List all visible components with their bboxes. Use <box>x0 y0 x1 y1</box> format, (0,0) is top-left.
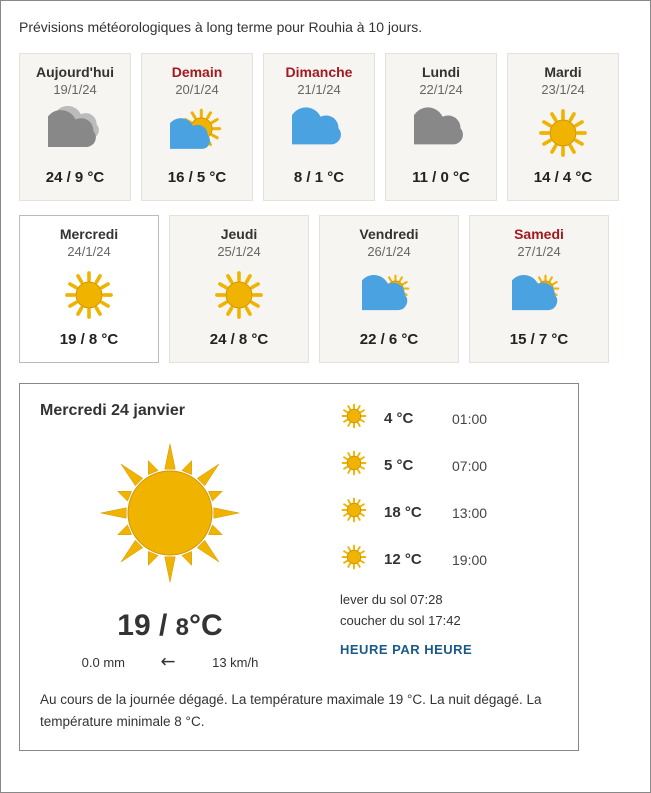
day-date: 26/1/24 <box>324 244 454 259</box>
hour-row: 18 °C 13:00 <box>340 496 558 529</box>
sunny-icon <box>24 265 154 325</box>
day-card[interactable]: Demain 20/1/24 16 / 5 °C <box>141 53 253 201</box>
day-card[interactable]: Mercredi 24/1/24 19 / 8 °C <box>19 215 159 363</box>
day-card[interactable]: Jeudi 25/1/24 24 / 8 °C <box>169 215 309 363</box>
hour-time: 01:00 <box>452 411 502 427</box>
day-card[interactable]: Vendredi 26/1/24 22 / 6 °C <box>319 215 459 363</box>
hourly-list: 4 °C 01:00 5 °C 07:00 18 °C 13:00 12 °C … <box>340 402 558 576</box>
day-temps: 24 / 9 °C <box>24 169 126 186</box>
hourly-link[interactable]: HEURE PAR HEURE <box>340 642 558 657</box>
forecast-panel: Prévisions météorologiques à long terme … <box>0 0 651 793</box>
day-name: Dimanche <box>268 64 370 80</box>
day-temps: 8 / 1 °C <box>268 169 370 186</box>
day-card[interactable]: Lundi 22/1/24 11 / 0 °C <box>385 53 497 201</box>
day-date: 24/1/24 <box>24 244 154 259</box>
partly-cloudy-icon <box>474 265 604 325</box>
summary-text: Au cours de la journée dégagé. La tempér… <box>40 689 558 732</box>
big-sunny-icon <box>40 438 300 593</box>
cloud-grey-icon <box>390 103 492 163</box>
day-temps: 24 / 8 °C <box>174 331 304 348</box>
detail-card: Mercredi 24 janvier 19 / 8°C 0.0 mm ↘ 13… <box>19 383 579 751</box>
partly-cloudy-icon <box>324 265 454 325</box>
sunny-icon <box>340 402 368 435</box>
day-name: Samedi <box>474 226 604 242</box>
day-card[interactable]: Mardi 23/1/24 14 / 4 °C <box>507 53 619 201</box>
forecast-row-2: Mercredi 24/1/24 19 / 8 °C Jeudi 25/1/24… <box>19 215 632 363</box>
hour-time: 07:00 <box>452 458 502 474</box>
day-card[interactable]: Aujourd'hui 19/1/24 24 / 9 °C <box>19 53 131 201</box>
sunny-icon <box>512 103 614 163</box>
day-temps: 19 / 8 °C <box>24 331 154 348</box>
day-name: Mercredi <box>24 226 154 242</box>
day-date: 19/1/24 <box>24 82 126 97</box>
day-date: 25/1/24 <box>174 244 304 259</box>
detail-substats: 0.0 mm ↘ 13 km/h <box>40 653 300 671</box>
day-temps: 14 / 4 °C <box>512 169 614 186</box>
hour-row: 4 °C 01:00 <box>340 402 558 435</box>
hour-temp: 18 °C <box>384 504 436 521</box>
day-temps: 16 / 5 °C <box>146 169 248 186</box>
sunrise: lever du sol 07:28 <box>340 590 558 611</box>
day-name: Demain <box>146 64 248 80</box>
detail-title: Mercredi 24 janvier <box>40 402 300 420</box>
detail-temp: 19 / 8°C <box>40 609 300 643</box>
forecast-row-1: Aujourd'hui 19/1/24 24 / 9 °C Demain 20/… <box>19 53 632 201</box>
day-card[interactable]: Samedi 27/1/24 15 / 7 °C <box>469 215 609 363</box>
day-temps: 22 / 6 °C <box>324 331 454 348</box>
hour-time: 19:00 <box>452 552 502 568</box>
day-date: 20/1/24 <box>146 82 248 97</box>
hour-temp: 12 °C <box>384 551 436 568</box>
sunny-icon <box>340 543 368 576</box>
day-card[interactable]: Dimanche 21/1/24 8 / 1 °C <box>263 53 375 201</box>
precip: 0.0 mm <box>82 655 125 670</box>
day-date: 21/1/24 <box>268 82 370 97</box>
day-name: Lundi <box>390 64 492 80</box>
hour-time: 13:00 <box>452 505 502 521</box>
sunny-icon <box>340 449 368 482</box>
hour-row: 5 °C 07:00 <box>340 449 558 482</box>
sunset: coucher du sol 17:42 <box>340 611 558 632</box>
partly-sunny-icon <box>146 103 248 163</box>
day-date: 27/1/24 <box>474 244 604 259</box>
wind-arrow-icon: ↘ <box>157 650 180 673</box>
day-date: 22/1/24 <box>390 82 492 97</box>
day-name: Mardi <box>512 64 614 80</box>
day-temps: 15 / 7 °C <box>474 331 604 348</box>
sunny-icon <box>340 496 368 529</box>
day-name: Aujourd'hui <box>24 64 126 80</box>
sunny-icon <box>174 265 304 325</box>
hour-temp: 4 °C <box>384 410 436 427</box>
day-name: Vendredi <box>324 226 454 242</box>
hour-row: 12 °C 19:00 <box>340 543 558 576</box>
hour-temp: 5 °C <box>384 457 436 474</box>
cloudy-icon <box>24 103 126 163</box>
wind: 13 km/h <box>212 655 258 670</box>
day-date: 23/1/24 <box>512 82 614 97</box>
day-name: Jeudi <box>174 226 304 242</box>
day-temps: 11 / 0 °C <box>390 169 492 186</box>
headline: Prévisions météorologiques à long terme … <box>19 19 632 35</box>
cloud-blue-icon <box>268 103 370 163</box>
